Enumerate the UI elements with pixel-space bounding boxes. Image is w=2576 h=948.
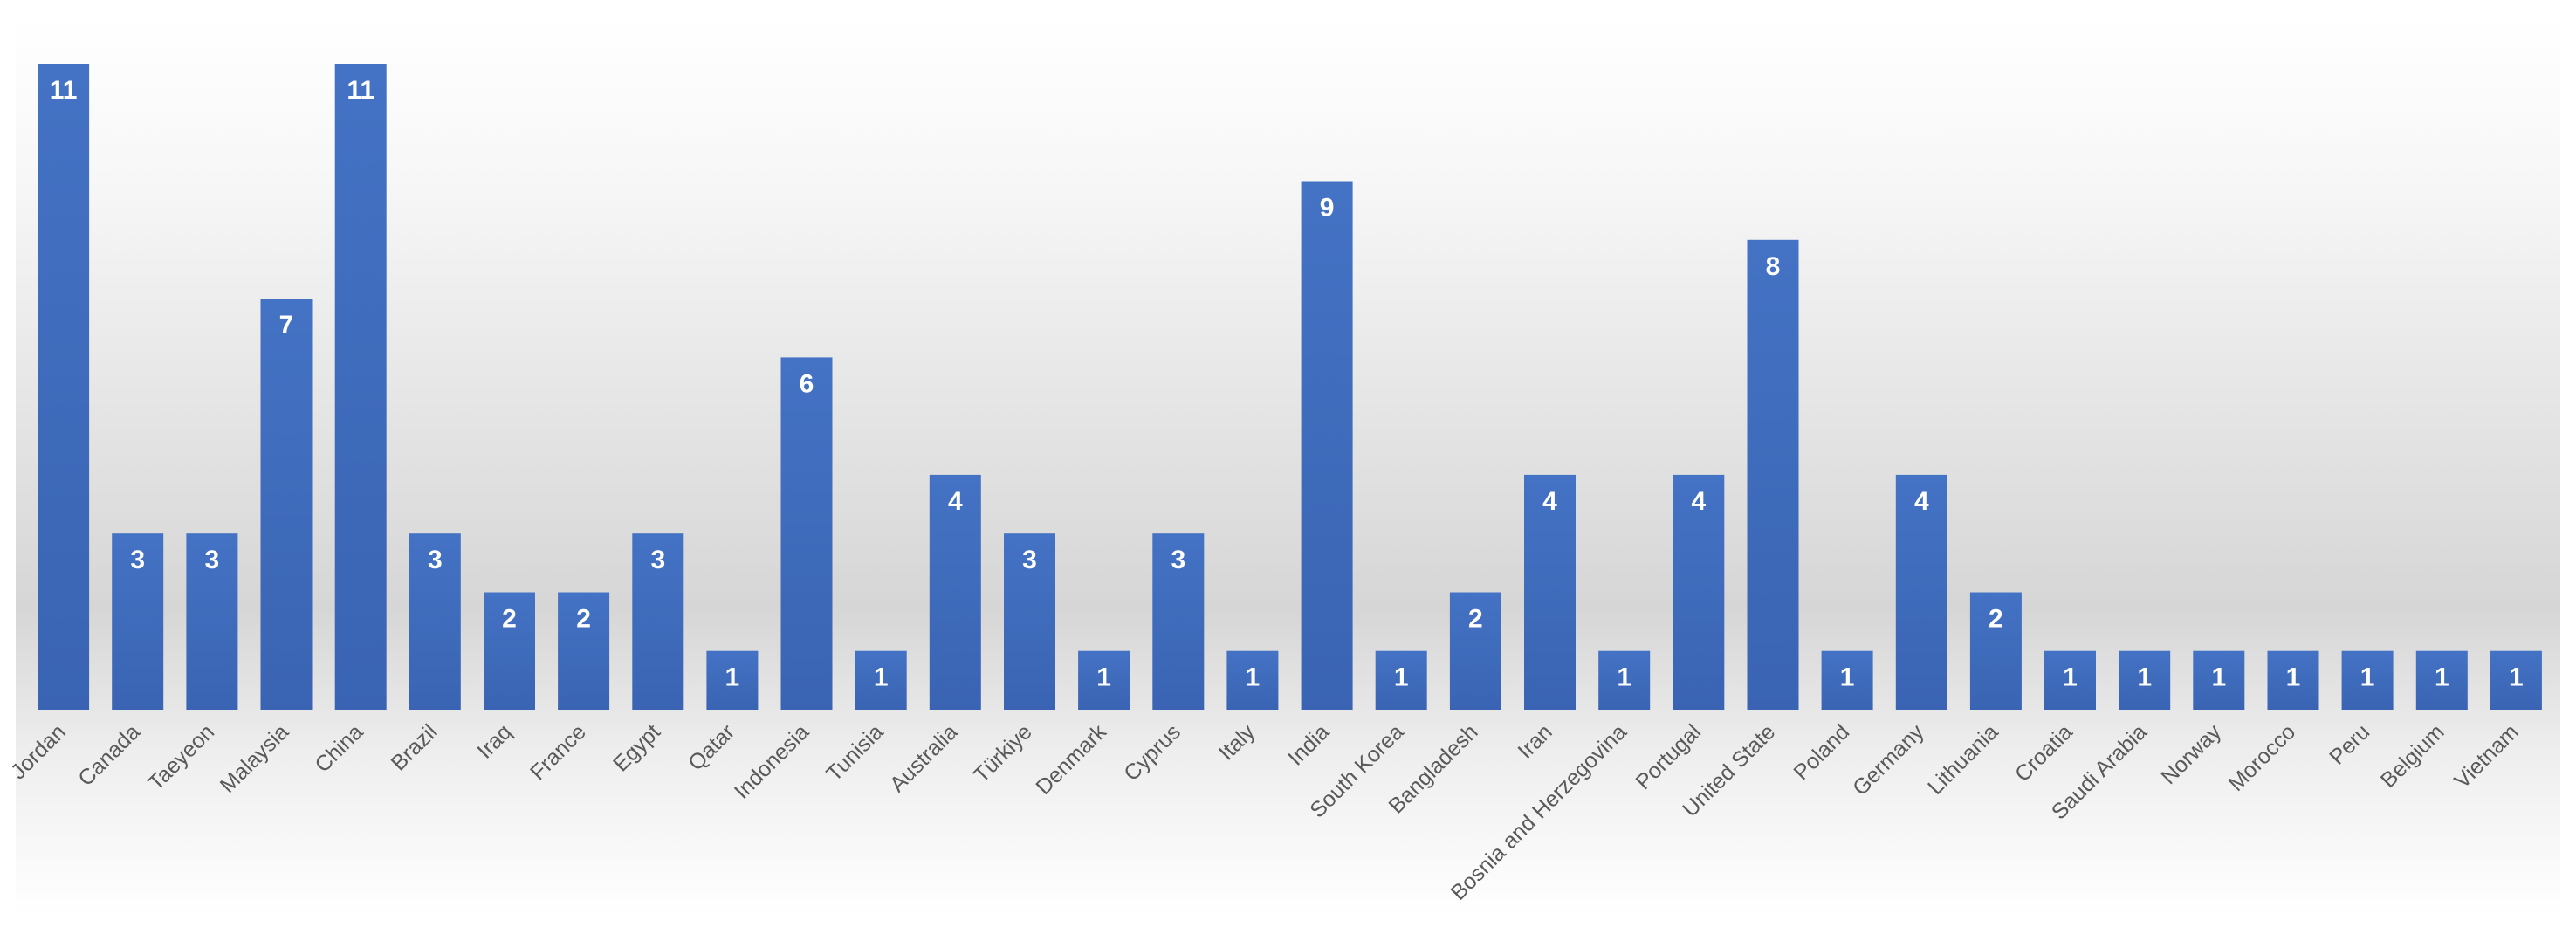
data-label: 1 [725,663,740,692]
data-label: 7 [279,311,294,340]
bar-vietnam [2490,650,2542,710]
bar-taeyeon [186,533,238,710]
bar-saudi-arabia [2119,650,2171,710]
data-label: 1 [2360,663,2375,692]
data-label: 2 [1989,605,2003,634]
bar-malaysia [260,299,313,710]
bar-italy [1226,650,1279,710]
data-label: 3 [205,546,220,574]
bar-germany [1895,474,1947,710]
bar-qatar [706,650,759,710]
data-label: 4 [1691,487,1706,516]
bar-canada [112,533,164,710]
data-label: 1 [1096,663,1111,692]
data-label: 1 [2435,663,2449,692]
data-label: 1 [2509,663,2524,692]
bar-tunisia [855,650,907,710]
data-label: 1 [874,663,889,692]
data-label: 9 [1320,194,1335,223]
bar-china [334,64,387,710]
bar-denmark [1078,650,1130,710]
bar-australia [929,474,981,710]
data-label: 8 [1766,252,1781,281]
data-label: 1 [2063,663,2078,692]
data-label: 1 [1394,663,1409,692]
bars-layer [38,64,2542,710]
bar-lithuania [1969,592,2022,710]
data-label: 2 [502,605,517,634]
bar-morocco [2267,650,2319,710]
data-label: 3 [1022,546,1037,574]
data-label: 3 [1171,546,1185,574]
bar-belgium [2415,650,2468,710]
bar-bangladesh [1449,592,1501,710]
data-label: 3 [428,546,443,574]
bar-india [1301,181,1353,710]
data-label: 2 [1468,605,1483,634]
data-label: 11 [50,76,78,105]
bar-south-korea [1375,650,1427,710]
bar-bosnia-and-herzegovina [1598,650,1651,710]
chart-background [16,16,2560,915]
data-label: 2 [576,605,591,634]
bar-france [558,592,610,710]
bar-norway [2193,650,2245,710]
bar-united-state [1747,239,1799,710]
data-label: 4 [1914,487,1929,516]
data-label: 1 [1617,663,1631,692]
bar-iraq [484,592,535,710]
bar-jordan [38,64,90,710]
data-label: 1 [1840,663,1855,692]
data-label: 3 [650,546,665,574]
data-label: 1 [2211,663,2226,692]
bar-cyprus [1152,533,1205,710]
data-label: 1 [1246,663,1261,692]
bar-poland [1821,650,1873,710]
bar-brazil [409,533,461,710]
data-label: 1 [2137,663,2152,692]
bar-portugal [1673,474,1725,710]
bar-iran [1524,474,1576,710]
bar-peru [2341,650,2394,710]
data-label: 4 [948,487,963,516]
bar-croatia [2044,650,2096,710]
bar-egypt [632,533,684,710]
bar-indonesia [780,357,833,710]
data-label: 1 [2286,663,2301,692]
data-label: 6 [800,369,814,398]
data-label: 11 [347,76,374,105]
bar-t-rkiye [1004,533,1055,710]
data-label: 4 [1542,487,1557,516]
data-label: 3 [130,546,145,574]
